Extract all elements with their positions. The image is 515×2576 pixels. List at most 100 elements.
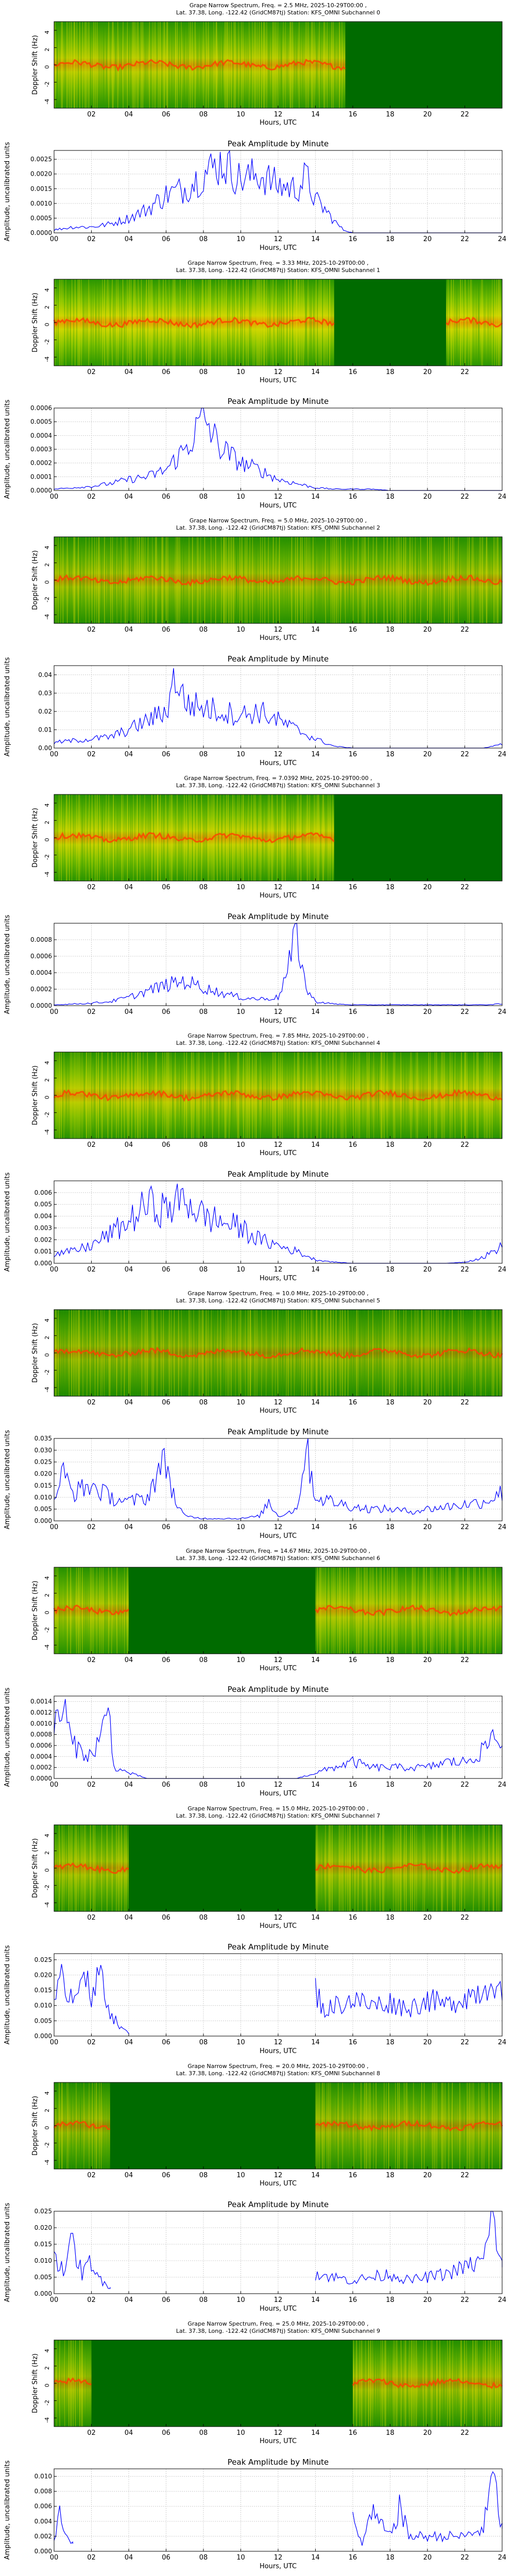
heatmap-streak xyxy=(273,537,274,623)
y-tick-label: 0.035 xyxy=(35,1435,52,1442)
heatmap-streak xyxy=(190,22,191,108)
heatmap-streak xyxy=(83,2340,84,2427)
heatmap-streak xyxy=(85,1825,87,1911)
heatmap-streak xyxy=(469,1310,470,1396)
x-tick-label: 22 xyxy=(460,1656,469,1664)
y-tick-label: 0.0025 xyxy=(30,156,52,163)
heatmap-streak xyxy=(453,2340,454,2427)
x-tick-label: 02 xyxy=(87,1008,96,1016)
heatmap-streak xyxy=(212,537,213,623)
heatmap-streak xyxy=(141,279,142,366)
heatmap-streak xyxy=(439,1825,440,1911)
heatmap-streak xyxy=(428,1052,430,1139)
heatmap-streak xyxy=(485,1052,486,1139)
heatmap-streak xyxy=(66,1052,67,1139)
heatmap-streak xyxy=(225,794,226,881)
heatmap-streak xyxy=(201,537,202,623)
heatmap-streak xyxy=(354,537,355,623)
heatmap-streak xyxy=(376,1567,377,1654)
heatmap-streak xyxy=(108,22,109,108)
x-tick-label: 16 xyxy=(349,368,357,376)
heatmap-streak xyxy=(118,1310,119,1396)
y-tick-label: 0.020 xyxy=(35,1971,52,1978)
y-tick-label: -2 xyxy=(44,597,50,602)
heatmap-streak xyxy=(395,2082,396,2169)
heatmap-streak xyxy=(282,1310,283,1396)
heatmap-streak xyxy=(150,537,151,623)
spectrogram-subtitle: Lat. 37.38, Long. -122.42 (GridCM87tj) S… xyxy=(176,1040,380,1046)
heatmap-streak xyxy=(121,1052,122,1139)
y-tick-label: -2 xyxy=(44,1369,50,1375)
y-tick-label: 0.005 xyxy=(35,1505,52,1513)
doppler-trace xyxy=(315,2120,503,2132)
heatmap-streak xyxy=(82,22,83,108)
y-tick-label: 0.006 xyxy=(35,2503,52,2510)
heatmap-streak xyxy=(362,1310,363,1396)
heatmap-streak xyxy=(276,279,277,366)
x-tick-label: 20 xyxy=(423,1008,432,1016)
heatmap-streak xyxy=(184,279,185,366)
heatmap-streak xyxy=(228,537,229,623)
heatmap-streak xyxy=(60,2340,61,2427)
doppler-trace xyxy=(53,316,335,329)
x-tick-label: 14 xyxy=(311,1523,320,1531)
heatmap-streak xyxy=(372,2340,373,2427)
heatmap-streak xyxy=(413,1052,414,1139)
x-tick-label: 08 xyxy=(199,1266,208,1274)
x-tick-label: 14 xyxy=(311,751,320,758)
heatmap-streak xyxy=(82,1825,83,1911)
heatmap-streak xyxy=(254,1052,255,1139)
x-tick-label: 20 xyxy=(423,2172,432,2179)
heatmap-streak xyxy=(345,537,346,623)
heatmap-streak xyxy=(68,1052,70,1139)
heatmap-streak xyxy=(322,1052,323,1139)
x-tick-label: 22 xyxy=(460,493,469,501)
x-tick-label: 10 xyxy=(236,1781,245,1789)
y-tick-label: 0.025 xyxy=(35,1956,52,1963)
heatmap-streak xyxy=(350,1567,351,1654)
x-tick-label: 08 xyxy=(199,2296,208,2304)
heatmap-streak xyxy=(203,22,204,108)
x-tick-label: 16 xyxy=(349,111,357,118)
heatmap-streak xyxy=(316,22,317,108)
heatmap-streak xyxy=(317,794,318,881)
y-tick-label: 0 xyxy=(44,2384,50,2387)
x-tick-label: 22 xyxy=(460,1914,469,1922)
spectrogram-subtitle: Lat. 37.38, Long. -122.42 (GridCM87tj) S… xyxy=(176,9,380,16)
x-tick-label: 08 xyxy=(199,2554,208,2562)
x-tick-label: 00 xyxy=(50,2296,59,2304)
x-tick-label: 20 xyxy=(423,2296,432,2304)
x-tick-label: 10 xyxy=(236,1523,245,1531)
x-axis-label: Hours, UTC xyxy=(260,244,297,252)
heatmap-streak xyxy=(160,537,161,623)
heatmap-streak xyxy=(478,2082,479,2169)
heatmap-streak xyxy=(316,1052,317,1139)
heatmap-streak xyxy=(319,22,320,108)
heatmap-streak xyxy=(121,1310,122,1396)
heatmap-streak xyxy=(260,537,261,623)
x-tick-label: 04 xyxy=(125,1914,133,1922)
heatmap-streak xyxy=(359,1052,360,1139)
heatmap-streak xyxy=(257,1052,258,1139)
heatmap-streak xyxy=(266,279,267,366)
x-tick-label: 00 xyxy=(50,1523,59,1531)
heatmap-streak xyxy=(337,1567,338,1654)
x-tick-label: 08 xyxy=(199,368,208,376)
heatmap-streak xyxy=(286,794,287,881)
heatmap-streak xyxy=(449,1310,450,1396)
heatmap-streak xyxy=(396,537,397,623)
heatmap-streak xyxy=(171,1310,173,1396)
heatmap-streak xyxy=(250,1052,251,1139)
y-tick-label: -2 xyxy=(44,1112,50,1117)
heatmap-streak xyxy=(369,537,370,623)
heatmap-streak xyxy=(85,794,87,881)
heatmap-streak xyxy=(470,1310,471,1396)
x-tick-label: 10 xyxy=(236,111,245,118)
heatmap-streak xyxy=(485,2340,486,2427)
amplitude-series-line xyxy=(54,1438,503,1520)
heatmap-streak xyxy=(330,1567,331,1654)
heatmap-streak xyxy=(421,2340,422,2427)
heatmap-streak xyxy=(114,794,115,881)
spectrogram-subtitle: Lat. 37.38, Long. -122.42 (GridCM87tj) S… xyxy=(176,1297,380,1304)
heatmap-streak xyxy=(367,537,368,623)
